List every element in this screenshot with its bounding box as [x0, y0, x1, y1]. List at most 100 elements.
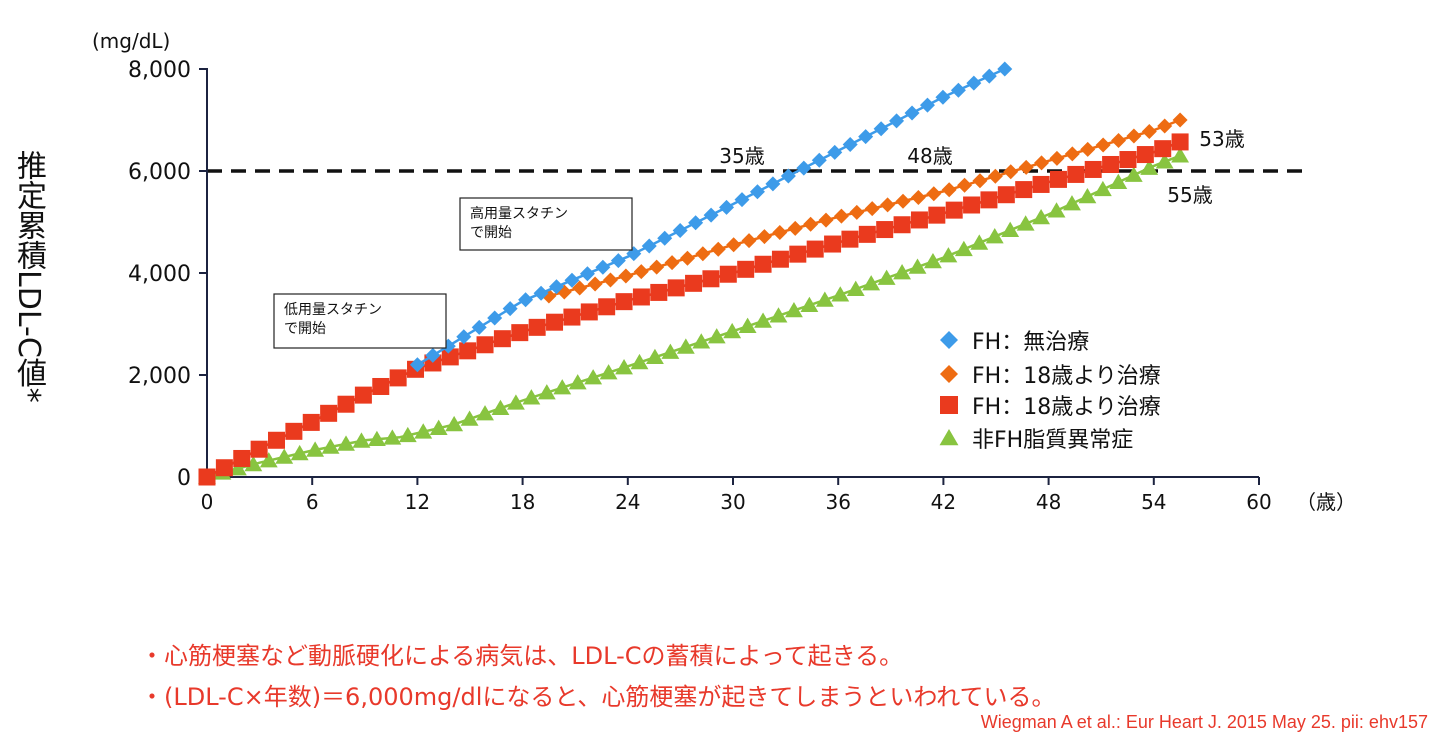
series-point: [409, 357, 425, 373]
series-point: [664, 255, 680, 271]
series-point: [460, 410, 479, 426]
series-point: [815, 291, 834, 307]
series-point: [997, 61, 1013, 77]
series-point: [476, 405, 494, 421]
y-axis-unit: (mg/dL): [92, 29, 170, 53]
series-point: [657, 230, 673, 246]
age-annotation: 55歳: [1167, 183, 1212, 207]
series-point: [765, 176, 781, 192]
series-point: [939, 247, 958, 263]
legend-label: 非FH脂質異常症: [972, 428, 1133, 453]
series-point: [580, 303, 598, 321]
series-point: [429, 419, 448, 435]
series-point: [537, 384, 556, 400]
series-point: [398, 426, 417, 443]
series-point: [726, 237, 742, 253]
series-point: [1171, 133, 1189, 151]
series-point: [1140, 159, 1159, 175]
series-point: [630, 353, 649, 370]
series-point: [649, 259, 665, 275]
series-point: [695, 246, 711, 262]
series-point: [1111, 132, 1127, 148]
series-point: [771, 250, 789, 268]
series-point: [692, 333, 711, 349]
series-point: [367, 430, 386, 447]
series-point: [893, 216, 911, 234]
series-point: [610, 253, 626, 269]
series-point: [599, 364, 618, 380]
series-point: [846, 280, 865, 296]
series-point: [957, 177, 973, 193]
series-point: [1049, 150, 1065, 166]
series-point: [633, 264, 649, 280]
series-point: [1093, 180, 1112, 197]
series-point: [1034, 155, 1050, 171]
x-tick-label: 12: [405, 490, 430, 514]
series-point: [1016, 215, 1035, 231]
series-point: [528, 318, 546, 336]
series-point: [1080, 141, 1096, 157]
series-point: [895, 193, 911, 209]
series-point: [980, 191, 998, 209]
series-point: [518, 292, 534, 308]
series-point: [290, 444, 309, 461]
series-point: [383, 429, 402, 445]
series-point: [800, 296, 819, 313]
series-point: [877, 269, 896, 285]
series-point: [904, 105, 920, 121]
series-point: [972, 173, 988, 189]
series-point: [780, 168, 796, 184]
series-point: [985, 228, 1004, 244]
series-point: [910, 211, 928, 229]
x-tick-label: 0: [201, 490, 214, 514]
series-point: [908, 258, 927, 274]
series-point: [789, 245, 807, 263]
series-point: [772, 224, 788, 240]
callout-box: [459, 197, 633, 251]
series-point: [546, 313, 564, 331]
callout-box: [273, 293, 447, 349]
series-point: [970, 234, 989, 250]
x-axis-unit: （歳）: [1296, 490, 1356, 514]
age-annotation: 35歳: [719, 144, 764, 168]
series-point: [719, 199, 735, 215]
series-point: [873, 121, 889, 137]
series-point: [1032, 175, 1050, 193]
series-point: [954, 240, 973, 257]
series-point: [864, 201, 880, 217]
series-point: [858, 225, 876, 243]
series-point: [244, 455, 263, 472]
series-point: [756, 229, 772, 245]
series-point: [233, 449, 251, 467]
callout-text: で開始: [284, 321, 326, 337]
series-point: [1171, 147, 1190, 163]
series-point: [1047, 202, 1066, 218]
series-point: [1064, 146, 1080, 162]
legend-label: FH：18歳より治療: [972, 364, 1161, 389]
x-tick-label: 6: [306, 490, 319, 514]
series-point: [553, 379, 572, 395]
series-point: [306, 441, 325, 457]
series-point: [511, 324, 529, 342]
series-point: [950, 82, 966, 98]
series-point: [824, 235, 842, 253]
series-point: [506, 394, 525, 410]
y-tick-label: 8,000: [128, 58, 191, 83]
series-point: [564, 272, 580, 288]
series-point: [476, 336, 494, 354]
series-point: [321, 438, 340, 454]
series-point: [198, 468, 216, 486]
series-point: [811, 152, 827, 168]
series-point: [572, 280, 588, 296]
series-point: [841, 230, 859, 248]
series-point: [862, 275, 881, 291]
series-point: [598, 298, 616, 316]
series-point: [719, 265, 737, 283]
series-point: [587, 276, 603, 292]
series-point: [632, 288, 650, 306]
series-2: [198, 133, 1189, 486]
series-point: [769, 307, 788, 323]
series-point: [1015, 181, 1033, 199]
